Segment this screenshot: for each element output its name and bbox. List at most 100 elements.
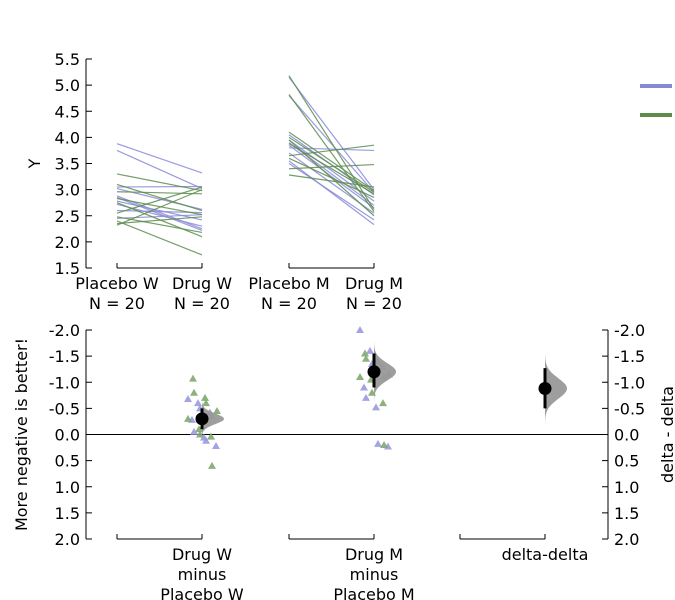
paired-line bbox=[288, 147, 375, 152]
delta-point bbox=[189, 374, 197, 382]
category-label: Drug M bbox=[345, 545, 403, 564]
delta-point bbox=[356, 326, 364, 333]
delta-point bbox=[208, 461, 216, 469]
delta-point bbox=[207, 432, 215, 440]
y-axis-title-left: More negative is better! bbox=[12, 338, 31, 531]
y-tick-label-right: -1.5 bbox=[614, 347, 645, 366]
y-tick-label-left: -0.5 bbox=[49, 399, 80, 418]
paired-line bbox=[288, 174, 375, 188]
paired-line bbox=[116, 196, 203, 231]
n-label: N = 20 bbox=[89, 294, 145, 313]
delta-point bbox=[195, 425, 203, 433]
y-tick-label-left: -1.0 bbox=[49, 373, 80, 392]
paired-line bbox=[116, 186, 203, 214]
y-tick-label: 4.5 bbox=[55, 102, 80, 121]
delta-point bbox=[361, 349, 369, 357]
delta-point bbox=[362, 393, 370, 401]
y-tick-label: 5.5 bbox=[55, 50, 80, 69]
y-tick-label: 2.5 bbox=[55, 207, 80, 226]
delta-point bbox=[372, 403, 380, 411]
y-tick-label-left: 1.0 bbox=[55, 478, 80, 497]
paired-line bbox=[116, 185, 203, 188]
y-axis-title-right: delta - delta bbox=[658, 386, 675, 483]
mean-dot bbox=[538, 382, 552, 396]
paired-line bbox=[288, 131, 375, 192]
y-tick-label: 5.0 bbox=[55, 76, 80, 95]
n-label: N = 20 bbox=[261, 294, 317, 313]
y-tick-label-right: -0.5 bbox=[614, 399, 645, 418]
category-label: minus bbox=[350, 565, 399, 584]
x-tick-label: Drug W bbox=[172, 274, 232, 293]
y-tick-label-right: 0.5 bbox=[614, 452, 639, 471]
delta-point bbox=[360, 383, 368, 391]
category-label: delta-delta bbox=[502, 545, 589, 564]
paired-line bbox=[288, 75, 375, 210]
paired-line bbox=[116, 220, 203, 256]
y-tick-label-left: 0.5 bbox=[55, 452, 80, 471]
delta-point bbox=[212, 441, 220, 449]
category-label: Placebo M bbox=[333, 585, 414, 600]
y-tick-label-right: -1.0 bbox=[614, 373, 645, 392]
paired-line bbox=[116, 143, 203, 174]
paired-line bbox=[288, 94, 375, 212]
delta-point bbox=[356, 373, 364, 381]
y-tick-label-left: 1.5 bbox=[55, 504, 80, 523]
delta-point bbox=[184, 414, 192, 422]
category-label: Placebo W bbox=[160, 585, 244, 600]
paired-line bbox=[288, 144, 375, 157]
category-label: Drug W bbox=[172, 545, 232, 564]
y-tick-label-left: 2.0 bbox=[55, 530, 80, 549]
y-tick-label-left: 0.0 bbox=[55, 426, 80, 445]
paired-line bbox=[288, 76, 375, 190]
delta-point bbox=[190, 388, 198, 396]
y-tick-label: 1.5 bbox=[55, 259, 80, 278]
n-label: N = 20 bbox=[346, 294, 402, 313]
delta-point bbox=[213, 406, 221, 414]
y-tick-label-right: -2.0 bbox=[614, 321, 645, 340]
paired-line bbox=[116, 216, 203, 225]
delta-point bbox=[380, 440, 388, 448]
delta-point bbox=[190, 427, 198, 435]
delta-point bbox=[202, 436, 210, 444]
delta-point bbox=[184, 394, 192, 402]
paired-line bbox=[116, 189, 203, 226]
y-tick-label-left: -1.5 bbox=[49, 347, 80, 366]
bootstrap-distribution bbox=[374, 341, 396, 403]
paired-line bbox=[288, 136, 375, 193]
delta-point bbox=[202, 399, 210, 407]
delta-point bbox=[194, 399, 202, 407]
paired-line bbox=[288, 144, 375, 209]
x-tick-label: Placebo M bbox=[248, 274, 329, 293]
delta-point bbox=[379, 399, 387, 407]
bootstrap-distribution bbox=[202, 400, 224, 438]
delta-point bbox=[201, 393, 209, 401]
mean-dot bbox=[195, 412, 209, 426]
y-tick-label-left: -2.0 bbox=[49, 321, 80, 340]
y-tick-label-right: 1.0 bbox=[614, 478, 639, 497]
mean-dot bbox=[367, 365, 381, 379]
n-label: N = 20 bbox=[174, 294, 230, 313]
delta-panel: -2.0 -2.0 -1.5 -1.5 -1.0 -1.0 -0.5 -0.5 0.0 0.0 0.… bbox=[12, 321, 675, 600]
paired-line bbox=[288, 160, 375, 226]
y-tick-label: 2.0 bbox=[55, 233, 80, 252]
legend bbox=[640, 84, 672, 117]
delta-point bbox=[362, 354, 370, 362]
paired-line bbox=[288, 157, 375, 199]
delta-point bbox=[366, 346, 374, 354]
paired-line bbox=[116, 173, 203, 192]
bootstrap-distribution bbox=[545, 352, 567, 425]
paired-line bbox=[116, 200, 203, 221]
y-axis-title: Y bbox=[25, 158, 44, 169]
y-tick-label-right: 2.0 bbox=[614, 530, 639, 549]
paired-line bbox=[116, 183, 203, 212]
y-tick-label: 3.0 bbox=[55, 181, 80, 200]
paired-line bbox=[116, 191, 203, 195]
y-tick-label-right: 0.0 bbox=[614, 426, 639, 445]
x-tick-label: Drug M bbox=[345, 274, 403, 293]
delta-point bbox=[374, 439, 382, 447]
y-tick-label-right: 1.5 bbox=[614, 504, 639, 523]
paired-line bbox=[288, 95, 375, 193]
